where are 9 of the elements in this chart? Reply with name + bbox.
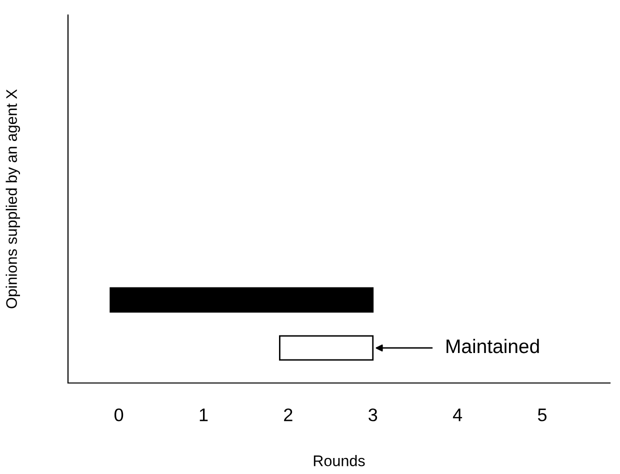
x-tick-label: 5	[538, 408, 547, 422]
x-axis-title: Rounds	[314, 455, 365, 466]
x-tick-label: 4	[452, 408, 462, 422]
x-tick-label: 0	[114, 408, 124, 422]
x-tick-label: 2	[284, 408, 292, 422]
annotation: Maintained	[446, 338, 539, 354]
y-axis-title: Opinions supplied by an agent X	[6, 89, 20, 308]
x-tick-label: 3	[368, 408, 378, 422]
x-tick-label: 1	[200, 408, 208, 422]
